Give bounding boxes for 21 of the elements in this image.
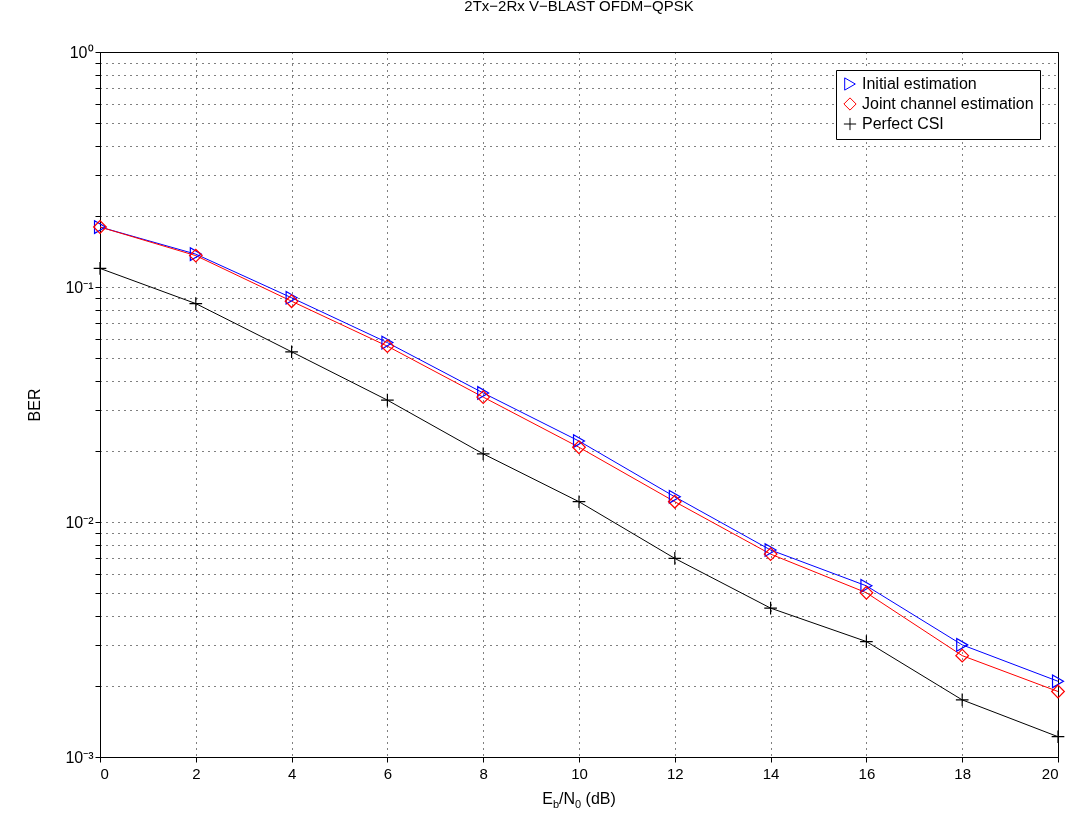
legend-label: Joint channel estimation (862, 95, 1034, 112)
y-axis-title: BER (26, 388, 44, 422)
x-tick-label: 2 (192, 764, 201, 782)
y-tick-label: 10⁻³ (65, 748, 95, 766)
x-tick-label: 14 (762, 764, 780, 782)
x-tick-label: 12 (666, 764, 684, 782)
x-tick-label: 10 (571, 764, 588, 782)
x-tick-label: 6 (383, 764, 393, 782)
y-tick-label: 10⁻² (65, 513, 95, 531)
x-tick-label: 4 (287, 764, 297, 782)
x-tick-label: 18 (954, 764, 972, 782)
y-tick-label: 10⁰ (69, 43, 94, 61)
x-tick-label: 8 (479, 764, 488, 782)
legend-label: Perfect CSI (862, 115, 944, 132)
y-tick-label: 10⁻¹ (65, 278, 94, 296)
chart-title: 2Tx−2Rx V−BLAST OFDM−QPSK (464, 0, 694, 14)
x-tick-label: 0 (100, 764, 109, 782)
legend-label: Initial estimation (862, 75, 977, 92)
x-tick-label: 20 (1041, 764, 1059, 782)
x-axis-title: E$_{b}$/N$_{0}$ (dB) (541, 790, 617, 811)
x-tick-label: 16 (858, 764, 876, 782)
